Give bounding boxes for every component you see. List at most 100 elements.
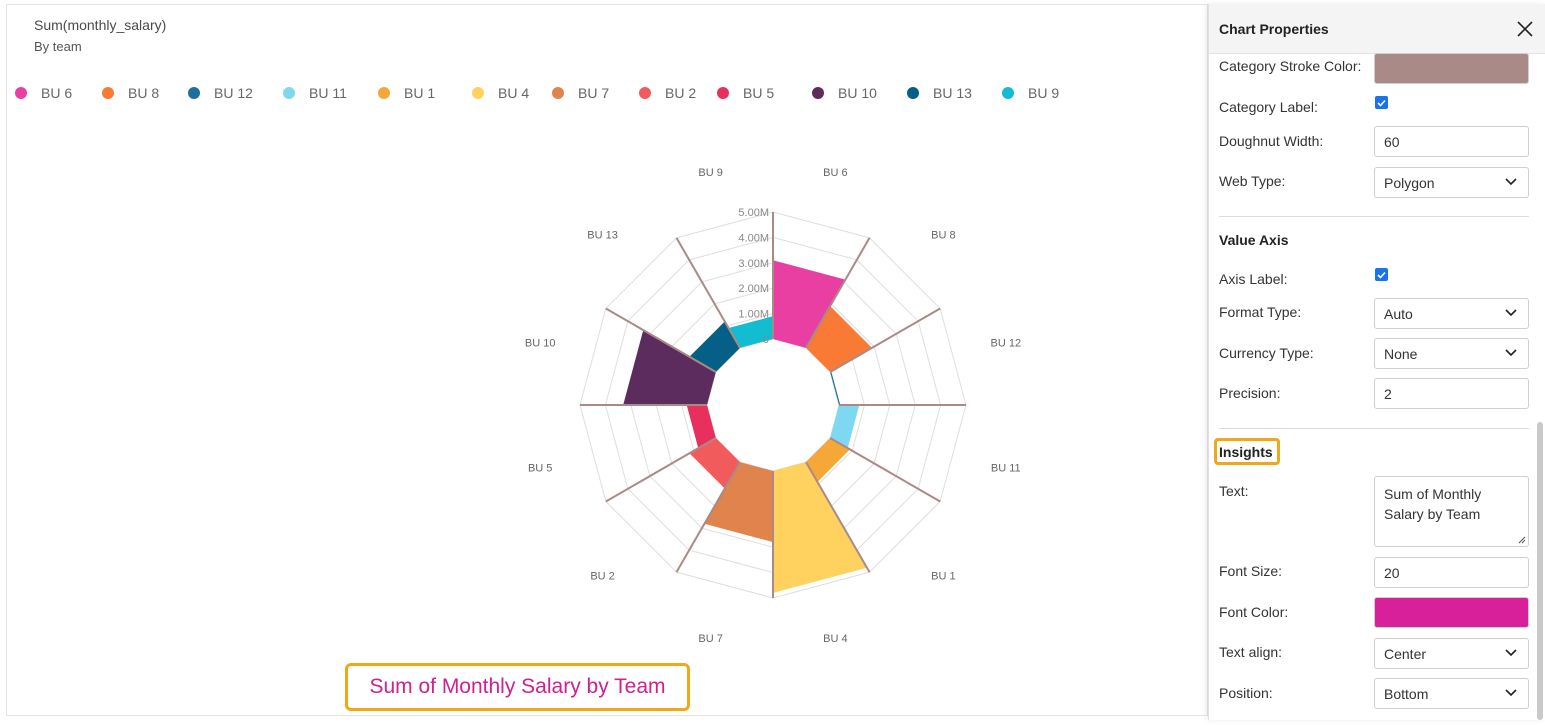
web-type-select[interactable]: Polygon [1374, 167, 1529, 198]
legend-item[interactable]: BU 12 [188, 85, 253, 101]
radar-segment[interactable] [704, 462, 773, 543]
category-label: BU 11 [991, 462, 1021, 474]
divider [1219, 428, 1529, 429]
legend: BU 6 BU 8 BU 12 BU 11 BU 1 BU 4 BU 7 BU 2 BU 5 BU… [7, 85, 1107, 105]
web-type-value: Polygon [1384, 175, 1435, 191]
chart-properties-panel: Chart Properties Category Stroke Color: … [1208, 4, 1545, 720]
font-color-swatch[interactable] [1374, 597, 1529, 628]
legend-item[interactable]: BU 11 [283, 85, 347, 101]
axis-label-checkbox[interactable] [1375, 268, 1388, 281]
category-label: BU 10 [525, 338, 556, 350]
category-stroke-color-label: Category Stroke Color: [1219, 58, 1362, 74]
category-spoke [829, 307, 941, 373]
radar-segment[interactable] [689, 321, 740, 372]
text-align-value: Center [1384, 646, 1427, 662]
chart-card: Sum(monthly_salary) By team BU 6 BU 8 BU 1… [6, 4, 1208, 716]
legend-dot [15, 87, 27, 99]
font-size-label: Font Size: [1219, 563, 1283, 579]
category-spoke [805, 237, 871, 349]
radar-segment[interactable] [773, 462, 867, 593]
web-type-label: Web Type: [1219, 173, 1286, 189]
value-axis-tick-label: 3.00M [738, 258, 769, 270]
legend-label: BU 13 [933, 85, 972, 101]
format-type-label: Format Type: [1219, 304, 1302, 320]
insight-text: Sum of Monthly Salary by Team [345, 663, 690, 711]
value-axis-section-title: Value Axis [1219, 232, 1289, 248]
category-label: BU 7 [698, 633, 722, 645]
font-size-input[interactable]: 20 [1374, 557, 1529, 588]
insight-text-input[interactable]: Sum of Monthly Salary by Team [1374, 476, 1529, 547]
category-label: BU 8 [931, 230, 955, 242]
legend-item[interactable]: BU 4 [472, 85, 529, 101]
legend-dot [378, 87, 390, 99]
format-type-value: Auto [1384, 306, 1413, 322]
radar-segment[interactable] [830, 405, 860, 449]
legend-dot [102, 87, 114, 99]
legend-item[interactable]: BU 10 [812, 85, 877, 101]
category-label-label: Category Label: [1219, 99, 1318, 115]
legend-item[interactable]: BU 1 [378, 85, 435, 101]
legend-item[interactable]: BU 8 [102, 85, 159, 101]
chevron-down-icon [1505, 309, 1517, 317]
resize-grip-icon[interactable] [1518, 536, 1526, 544]
format-type-select[interactable]: Auto [1374, 298, 1529, 329]
legend-item[interactable]: BU 2 [639, 85, 696, 101]
legend-label: BU 11 [309, 85, 347, 101]
check-icon [1377, 271, 1386, 279]
legend-label: BU 10 [838, 85, 877, 101]
divider [1219, 216, 1529, 217]
legend-label: BU 5 [743, 85, 775, 101]
text-align-select[interactable]: Center [1374, 638, 1529, 669]
legend-item[interactable]: BU 6 [15, 85, 72, 101]
radar-segment[interactable] [623, 330, 716, 405]
font-color-label: Font Color: [1219, 604, 1289, 620]
chevron-down-icon [1505, 689, 1517, 697]
precision-input[interactable]: 2 [1374, 378, 1529, 409]
legend-item[interactable]: BU 7 [552, 85, 609, 101]
value-axis-tick-label: 0 [763, 334, 769, 346]
axis-label-label: Axis Label: [1219, 271, 1288, 287]
category-stroke-color-swatch[interactable] [1374, 53, 1529, 84]
category-label: BU 2 [590, 570, 614, 582]
radar-segment[interactable] [830, 371, 841, 405]
close-icon[interactable] [1514, 18, 1536, 40]
radar-segment[interactable] [773, 260, 846, 348]
legend-label: BU 9 [1028, 85, 1060, 101]
category-label: BU 1 [931, 570, 955, 582]
radar-segment[interactable] [686, 405, 716, 449]
legend-dot [283, 87, 295, 99]
radar-segment[interactable] [806, 438, 850, 482]
currency-type-value: None [1384, 346, 1418, 362]
category-label: BU 9 [698, 167, 722, 179]
radar-segment[interactable] [689, 438, 740, 489]
precision-label: Precision: [1219, 385, 1281, 401]
currency-type-select[interactable]: None [1374, 338, 1529, 369]
value-axis-tick-label: 1.00M [738, 309, 769, 321]
chevron-down-icon [1505, 649, 1517, 657]
legend-item[interactable]: BU 5 [717, 85, 774, 101]
legend-dot [639, 87, 651, 99]
category-label: BU 12 [990, 338, 1021, 350]
legend-item[interactable]: BU 13 [907, 85, 972, 101]
legend-label: BU 2 [665, 85, 697, 101]
category-label: BU 13 [587, 230, 618, 242]
panel-scrollbar[interactable] [1537, 422, 1543, 720]
legend-label: BU 12 [214, 85, 253, 101]
panel-title: Chart Properties [1219, 21, 1329, 37]
insights-section-title: Insights [1219, 444, 1273, 460]
value-axis-tick-label: 2.00M [738, 283, 769, 295]
legend-dot [188, 87, 200, 99]
currency-type-label: Currency Type: [1219, 345, 1314, 361]
radar-segment[interactable] [728, 316, 773, 348]
radar-segment[interactable] [806, 306, 872, 372]
legend-dot [552, 87, 564, 99]
category-spoke [605, 437, 717, 503]
value-axis-tick-label: 5.00M [738, 207, 769, 219]
chart-subtitle: By team [34, 39, 82, 54]
insights-highlight [1214, 438, 1280, 465]
doughnut-width-input[interactable]: 60 [1374, 126, 1529, 157]
position-select[interactable]: Bottom [1374, 678, 1529, 709]
value-axis-tick-label: 4.00M [738, 232, 769, 244]
legend-item[interactable]: BU 9 [1002, 85, 1059, 101]
category-label-checkbox[interactable] [1375, 96, 1388, 109]
